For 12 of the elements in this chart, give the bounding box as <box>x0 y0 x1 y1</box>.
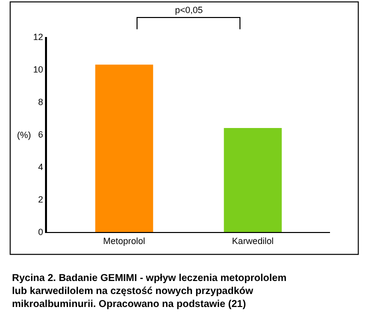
y-tick-label: 4 <box>38 162 44 172</box>
x-tick-label: Metoprolol <box>103 236 146 246</box>
y-axis-title: (%) <box>17 130 31 140</box>
y-tick-label: 6 <box>38 130 44 140</box>
text: p<0,05 <box>175 5 203 15</box>
y-tick-label: 12 <box>33 32 44 42</box>
y-tick-label: 0 <box>38 227 44 238</box>
x-tick-label: Karwedilol <box>232 236 274 246</box>
y-tick-label: 8 <box>38 97 44 108</box>
y-tick-label: 10 <box>33 64 44 75</box>
text: Rycina 2. Badanie GEMIMI - wpływ leczenia metoprololem lub karwedilolem na częstość nowych przypadków mikroalbuminurii. Opracowano na podstawie (21) <box>12 273 287 310</box>
y-tick-label: 2 <box>38 194 44 205</box>
